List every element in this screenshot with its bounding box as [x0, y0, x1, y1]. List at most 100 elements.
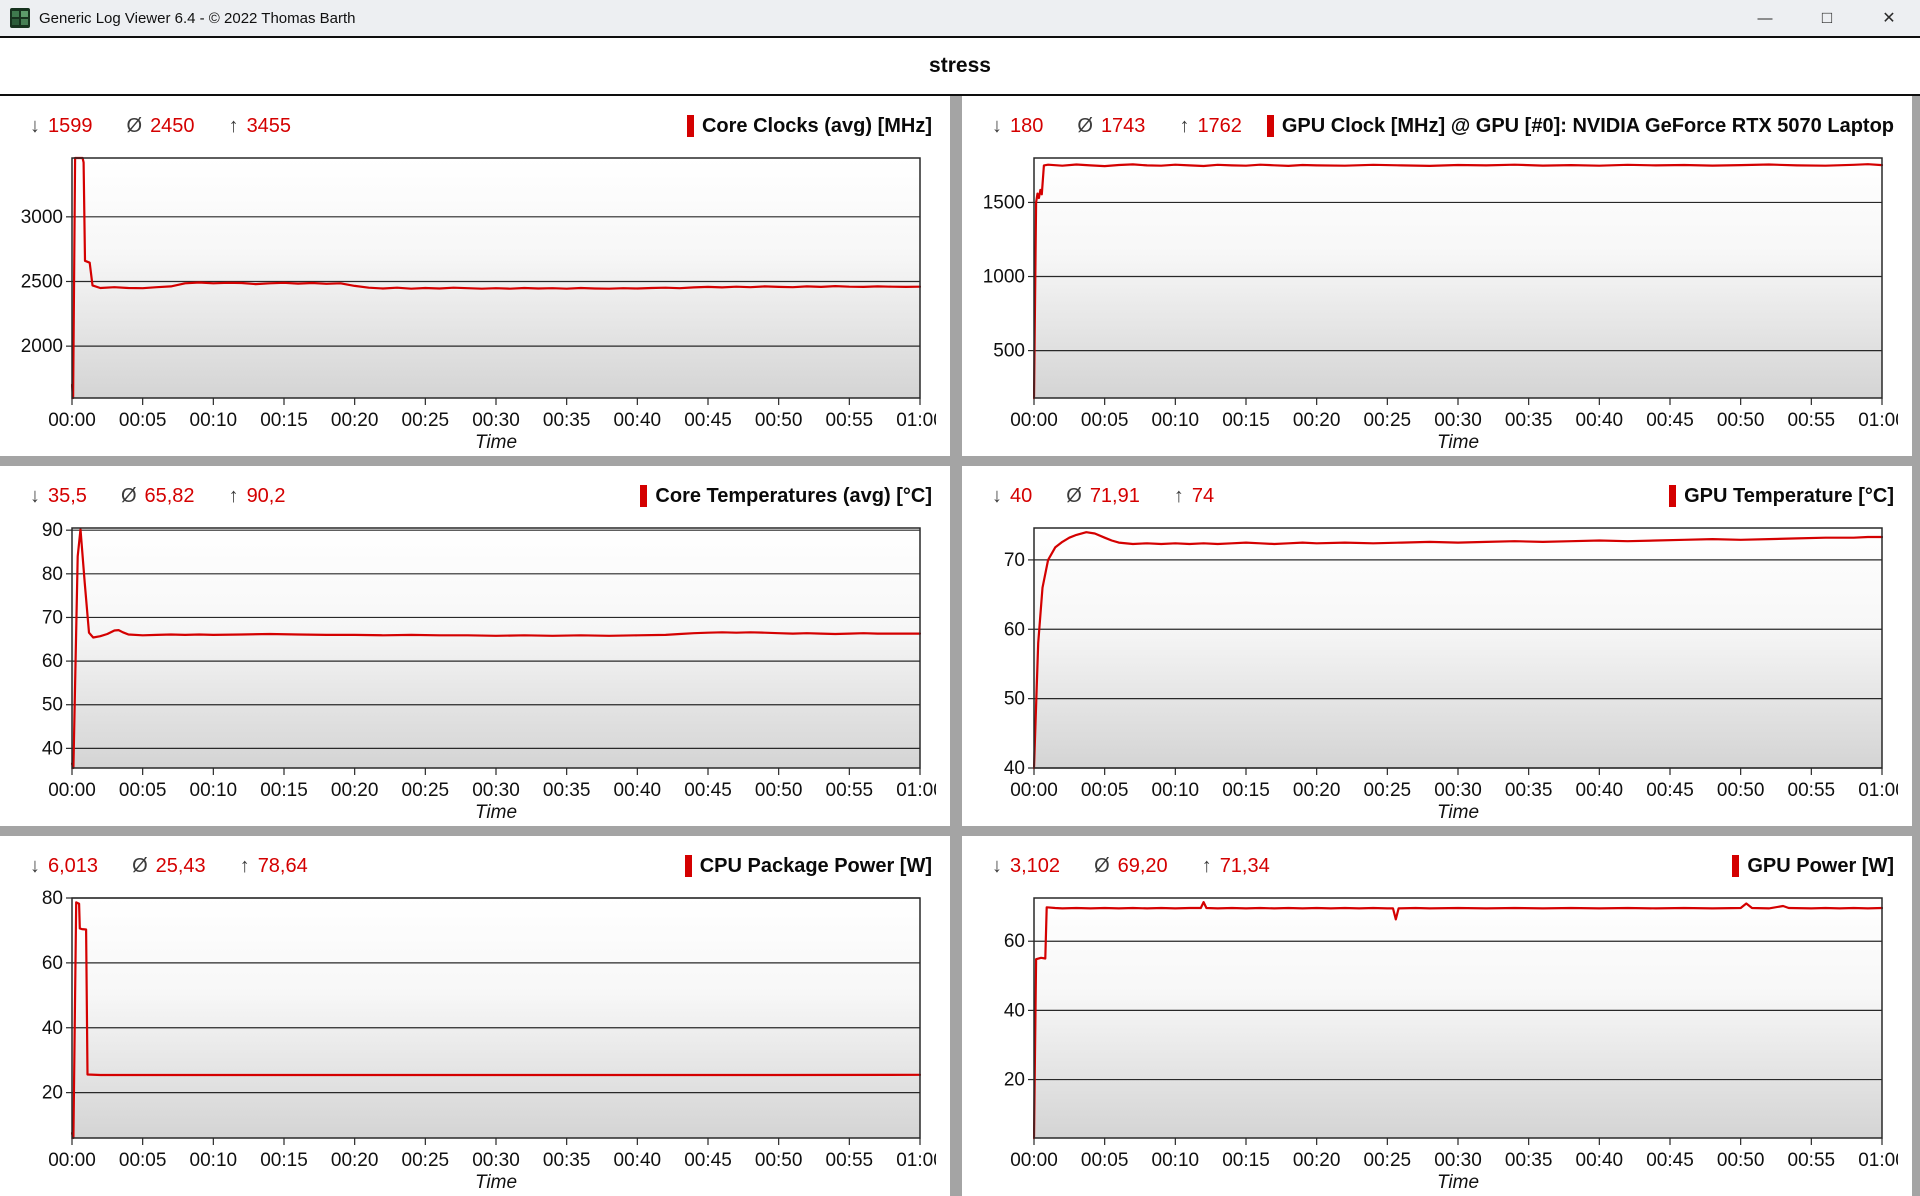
chart-title: Core Temperatures (avg) [°C]	[640, 485, 932, 508]
close-button[interactable]: ✕	[1882, 10, 1896, 27]
y-tick-label: 80	[42, 564, 63, 585]
max-stat: ↑ 71,34	[1202, 855, 1270, 878]
window-titlebar: Generic Log Viewer 6.4 - © 2022 Thomas B…	[0, 0, 1920, 38]
x-tick-label: 00:35	[1505, 780, 1553, 801]
avg-stat: Ø 71,91	[1066, 485, 1140, 508]
x-tick-label: 00:45	[1646, 1150, 1694, 1171]
x-tick-label: 00:20	[331, 410, 379, 431]
x-tick-label: 00:10	[1152, 410, 1200, 431]
series-color-marker	[1669, 485, 1677, 507]
min-stat-value: 35,5	[48, 484, 87, 507]
x-tick-label: 00:55	[1788, 1150, 1836, 1171]
x-tick-label: 00:20	[1293, 410, 1341, 431]
x-tick-label: 01:00	[896, 410, 936, 431]
x-tick-label: 00:15	[260, 1150, 308, 1171]
x-tick-label: 00:05	[119, 410, 167, 431]
minimize-button[interactable]: —	[1757, 9, 1773, 27]
plot-border	[71, 157, 921, 399]
chart-title: GPU Clock [MHz] @ GPU [#0]: NVIDIA GeFor…	[1266, 115, 1894, 138]
x-tick-label: 00:10	[1152, 780, 1200, 801]
x-tick-label: 00:15	[260, 410, 308, 431]
max-stat: ↑ 1762	[1179, 115, 1242, 138]
time-axis-label: Time	[475, 432, 517, 453]
chart-plot[interactable]: 500 1000 1500 00:00 00:05 00:10 00:15 00:20 00:2…	[976, 144, 1898, 454]
min-stat: ↓ 40	[992, 485, 1032, 508]
x-tick-label: 00:15	[1222, 410, 1270, 431]
avg-stat: Ø 69,20	[1094, 855, 1168, 878]
x-tick-label: 00:05	[119, 780, 167, 801]
min-symbol-icon: ↓	[992, 114, 1002, 137]
y-tick-label: 2500	[21, 271, 63, 292]
x-tick-label: 00:50	[755, 780, 803, 801]
y-tick-label: 70	[42, 607, 63, 628]
time-axis-label: Time	[1437, 802, 1479, 823]
x-tick-label: 00:10	[190, 1150, 238, 1171]
chart-plot[interactable]: 40 50 60 70 80 90 00:00 00:05 00:10 00:15 00:20 00:…	[14, 514, 936, 824]
x-tick-label: 00:55	[1788, 410, 1836, 431]
x-tick-label: 00:00	[48, 780, 96, 801]
x-tick-label: 00:35	[543, 410, 591, 431]
window-title: Generic Log Viewer 6.4 - © 2022 Thomas B…	[39, 9, 356, 27]
avg-stat: Ø 65,82	[121, 485, 195, 508]
y-tick-label: 60	[1004, 931, 1025, 952]
avg-symbol-icon: Ø	[120, 484, 137, 507]
x-tick-label: 00:30	[1434, 780, 1482, 801]
max-stat-value: 74	[1191, 484, 1215, 507]
chart-svg[interactable]: 40 50 60 70 00:00 00:05 00:10 00:15 00:20 00:25 00…	[976, 514, 1898, 824]
x-tick-label: 00:05	[1081, 1150, 1129, 1171]
y-tick-label: 70	[1004, 550, 1025, 571]
min-symbol-icon: ↓	[30, 854, 40, 877]
avg-symbol-icon: Ø	[1066, 484, 1082, 507]
y-tick-label: 50	[42, 695, 63, 716]
maximize-button[interactable]: □	[1821, 8, 1833, 27]
chart-svg[interactable]: 500 1000 1500 00:00 00:05 00:10 00:15 00:20 00:2…	[976, 144, 1898, 454]
x-tick-label: 00:40	[614, 1150, 662, 1171]
chart-title-label: Core Temperatures (avg) [°C]	[655, 484, 932, 507]
chart-plot[interactable]: 20 40 60 00:00 00:05 00:10 00:15 00:20 00:25 00:3…	[976, 884, 1898, 1194]
x-tick-label: 00:30	[1434, 1150, 1482, 1171]
x-tick-label: 00:00	[48, 410, 96, 431]
x-tick-label: 00:30	[472, 410, 520, 431]
x-tick-label: 00:40	[614, 410, 662, 431]
time-axis-label: Time	[1437, 432, 1479, 453]
x-tick-label: 00:15	[1222, 1150, 1270, 1171]
x-tick-label: 00:25	[402, 780, 450, 801]
min-symbol-icon: ↓	[992, 854, 1002, 877]
x-tick-label: 00:20	[331, 1150, 379, 1171]
y-tick-label: 50	[1004, 689, 1025, 710]
max-stat: ↑ 3455	[229, 115, 292, 138]
series-color-marker	[684, 855, 692, 877]
chart-svg[interactable]: 20 40 60 80 00:00 00:05 00:10 00:15 00:20 00:25 00…	[14, 884, 936, 1194]
chart-panel-gpu-power: ↓ 3,102 Ø 69,20 ↑ 71,34 GPU Power [W] 20 40 60 00:…	[962, 836, 1912, 1196]
x-tick-label: 00:25	[402, 410, 450, 431]
max-stat: ↑ 90,2	[229, 485, 286, 508]
x-tick-label: 00:35	[1505, 1150, 1553, 1171]
series-line	[1033, 163, 1883, 400]
x-tick-label: 00:45	[1646, 410, 1694, 431]
chart-title: Core Clocks (avg) [MHz]	[686, 115, 932, 138]
plot-border	[1033, 527, 1883, 769]
y-tick-label: 20	[1004, 1070, 1025, 1091]
max-stat-value: 71,34	[1219, 854, 1270, 877]
chart-svg[interactable]: 40 50 60 70 80 90 00:00 00:05 00:10 00:15 00:20 00:…	[14, 514, 936, 824]
y-tick-label: 40	[42, 1018, 63, 1039]
avg-stat-value: 25,43	[155, 854, 206, 877]
plot-background	[1034, 898, 1882, 1138]
x-tick-label: 00:35	[543, 780, 591, 801]
chart-plot[interactable]: 2000 2500 3000 00:00 00:05 00:10 00:15 00:20 00:…	[14, 144, 936, 454]
max-stat: ↑ 78,64	[240, 855, 308, 878]
chart-panel-core-temperatures: ↓ 35,5 Ø 65,82 ↑ 90,2 Core Temperatures (avg) …	[0, 466, 950, 826]
x-tick-label: 00:25	[1364, 1150, 1412, 1171]
chart-plot[interactable]: 20 40 60 80 00:00 00:05 00:10 00:15 00:20 00:25 00…	[14, 884, 936, 1194]
chart-plot[interactable]: 40 50 60 70 00:00 00:05 00:10 00:15 00:20 00:25 00…	[976, 514, 1898, 824]
chart-svg[interactable]: 2000 2500 3000 00:00 00:05 00:10 00:15 00:20 00:…	[14, 144, 936, 454]
x-tick-label: 01:00	[1858, 1150, 1898, 1171]
y-tick-label: 3000	[21, 207, 63, 228]
y-tick-label: 1500	[983, 192, 1025, 213]
chart-svg[interactable]: 20 40 60 00:00 00:05 00:10 00:15 00:20 00:25 00:3…	[976, 884, 1898, 1194]
series-line	[71, 901, 921, 1140]
time-axis-label: Time	[475, 1172, 517, 1193]
min-stat: ↓ 3,102	[992, 855, 1060, 878]
avg-stat: Ø 2450	[127, 115, 195, 138]
chart-title-label: GPU Power [W]	[1747, 854, 1894, 877]
